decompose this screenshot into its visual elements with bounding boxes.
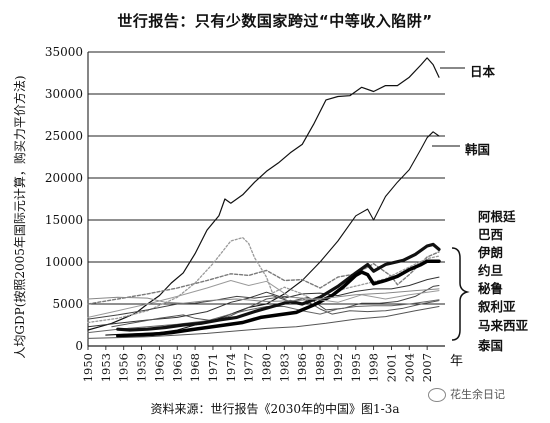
y-tick-label: 0 [75, 339, 83, 353]
series-label-japan: 日本 [470, 64, 496, 79]
x-tick-label: 1995 [349, 353, 363, 382]
watermark-text: 花生余日记 [450, 388, 505, 401]
x-tick-label: 1956 [117, 353, 131, 382]
chart-title: 世行报告：只有少数国家跨过“中等收入陷阱” [117, 12, 433, 30]
axes: 0 5000 10000 15000 20000 25000 30000 35000 1950 1… [45, 45, 434, 382]
y-tick-label: 20000 [45, 171, 83, 185]
y-tick-label: 25000 [45, 129, 83, 143]
x-tick-label: 2007 [420, 353, 434, 382]
watermark: 花生余日记 [428, 386, 505, 402]
x-tick-label: 1986 [295, 353, 309, 382]
x-tick-label: 1980 [260, 353, 274, 382]
wechat-icon [428, 388, 446, 402]
series-line-日本 [87, 57, 440, 331]
series-line-阿根廷 [87, 251, 440, 305]
y-tick-label: 35000 [45, 45, 83, 59]
x-tick-label: 1974 [224, 353, 238, 382]
brace-label-argentina: 阿根廷 [478, 209, 516, 224]
x-tick-label: 1977 [242, 353, 256, 382]
x-tick-label: 1989 [313, 353, 327, 382]
x-tick-label: 1959 [135, 353, 149, 382]
brace-label-syria: 叙利亚 [478, 299, 516, 314]
y-tick-label: 15000 [45, 213, 83, 227]
x-tick-label: 1968 [188, 353, 202, 382]
x-axis-unit: 年 [450, 354, 464, 369]
x-tick-label: 1983 [277, 353, 291, 382]
brace-label-malaysia: 马来西亚 [478, 318, 529, 333]
brace-label-brazil: 巴西 [478, 227, 504, 242]
brace-label-peru: 秘鲁 [478, 281, 504, 296]
annotations [432, 67, 470, 341]
brace-label-thailand: 泰国 [478, 338, 504, 353]
y-tick-label: 5000 [52, 297, 83, 311]
source-note: 资料来源：世行报告《2030年的中国》图1-3a [150, 402, 400, 416]
x-tick-label: 1950 [81, 353, 95, 382]
series-line-马来西亚 [116, 242, 441, 332]
x-tick-label: 1965 [170, 353, 184, 382]
y-tick-label: 10000 [45, 255, 83, 269]
series-line-unlabeled-10 [87, 306, 440, 339]
series-line-约旦 [111, 295, 440, 328]
series-line-unlabeled-12 [87, 280, 440, 318]
x-tick-label: 1992 [331, 353, 345, 382]
x-tick-label: 1962 [152, 353, 166, 382]
series-label-korea: 韩国 [465, 142, 491, 157]
x-tick-label: 2001 [384, 353, 398, 382]
series-line-叙利亚 [87, 299, 440, 334]
brace-label-iran: 伊朗 [478, 245, 504, 260]
series-line-巴西 [87, 276, 440, 328]
x-tick-label: 1953 [99, 353, 113, 382]
y-tick-label: 30000 [45, 87, 83, 101]
series-line-秘鲁 [87, 285, 440, 320]
series-line-韩国 [105, 131, 440, 336]
series-lines [87, 57, 441, 339]
x-tick-label: 2004 [402, 353, 416, 382]
x-tick-label: 1971 [206, 353, 220, 382]
x-tick-label: 1998 [367, 353, 381, 382]
group-brace [451, 247, 470, 341]
series-line-unlabeled-11 [87, 288, 440, 304]
brace-label-jordan: 约旦 [478, 263, 504, 278]
